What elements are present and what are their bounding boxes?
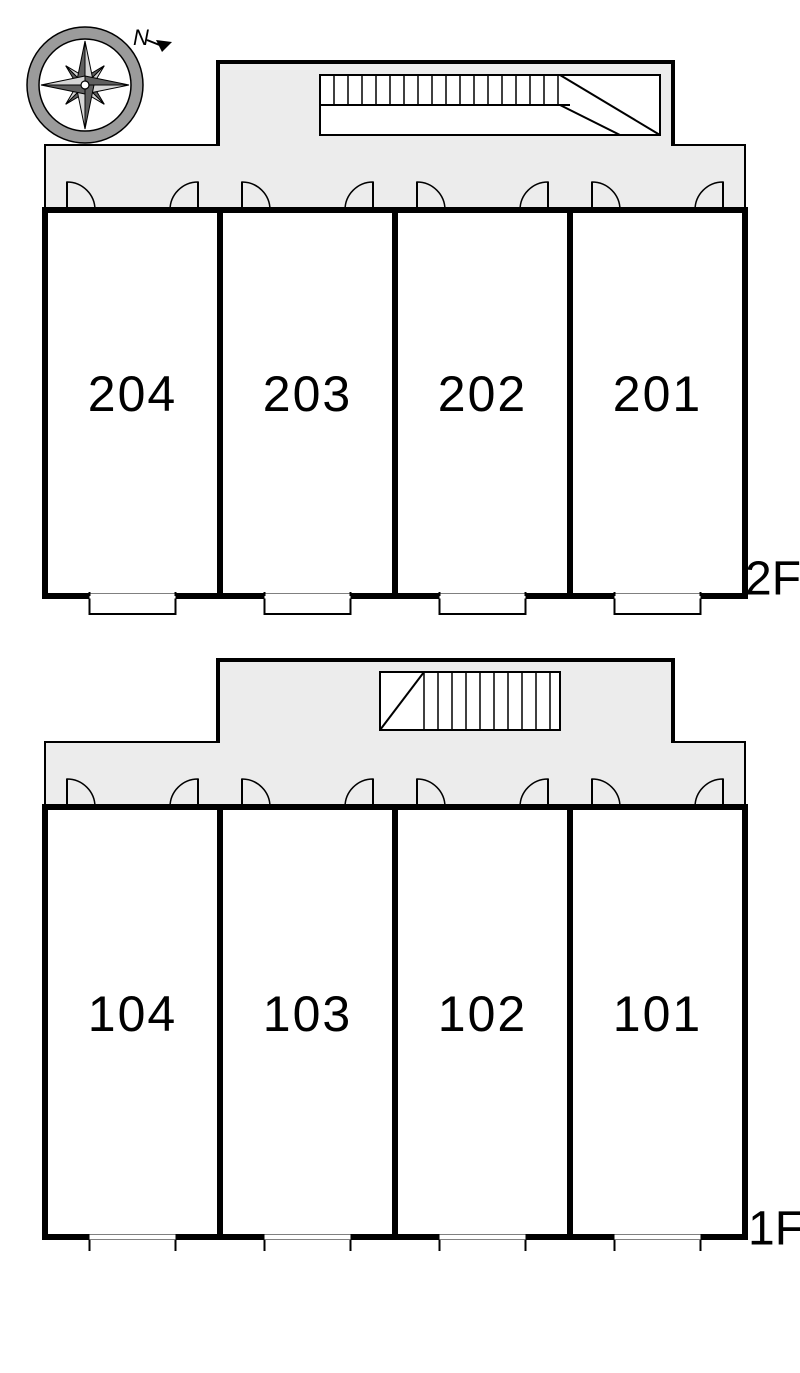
floor-label: 1F <box>748 1203 800 1256</box>
room-label: 204 <box>88 366 177 422</box>
corridor <box>45 145 745 210</box>
floor-1F: 104 103 102 101 1F <box>45 660 800 1256</box>
floor-2F: 204 203 202 201 2F <box>45 62 800 614</box>
corridor <box>45 742 745 807</box>
room-label: 101 <box>613 986 702 1042</box>
room-label: 103 <box>263 986 352 1042</box>
room-label: 201 <box>613 366 702 422</box>
compass-n-label: N <box>133 25 149 50</box>
room-label: 202 <box>438 366 527 422</box>
room-label: 102 <box>438 986 527 1042</box>
room-label: 104 <box>88 986 177 1042</box>
room-label: 203 <box>263 366 352 422</box>
compass-icon: N <box>27 25 172 143</box>
floor-label: 2F <box>745 553 800 606</box>
